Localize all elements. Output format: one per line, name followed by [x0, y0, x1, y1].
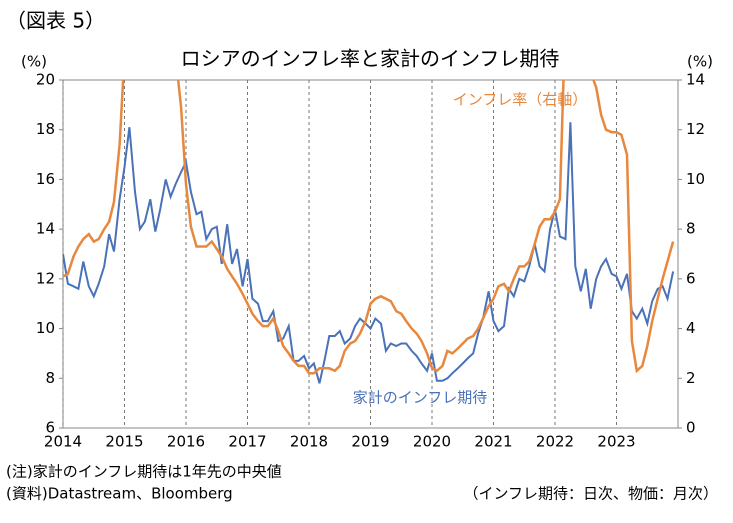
note: (注)家計のインフレ期待は1年先の中央値 [6, 463, 282, 481]
x-tick-label: 2021 [474, 433, 512, 451]
y2-unit: (%) [687, 53, 713, 71]
series-label: インフレ率（右軸） [453, 91, 588, 109]
series-line [63, 80, 675, 375]
source: (資料)Datastream、Bloomberg [6, 485, 233, 503]
y-tick-label: 14 [36, 220, 55, 238]
x-tick-label: 2019 [351, 433, 389, 451]
y-unit: (%) [21, 53, 47, 71]
y2-tick-label: 2 [686, 369, 696, 387]
figure-label: （図表 5） [6, 9, 105, 33]
series-line [63, 122, 675, 384]
y-tick-label: 20 [36, 71, 55, 89]
y2-tick-label: 12 [686, 120, 705, 138]
x-tick-label: 2023 [597, 433, 635, 451]
x-tick-label: 2022 [536, 433, 574, 451]
y2-tick-label: 6 [686, 269, 696, 287]
x-tick-label: 2017 [228, 433, 266, 451]
y-tick-label: 18 [36, 120, 55, 138]
x-tick-label: 2018 [290, 433, 328, 451]
y2-tick-label: 8 [686, 220, 696, 238]
y-tick-label: 12 [36, 269, 55, 287]
x-tick-label: 2020 [413, 433, 451, 451]
y-tick-label: 8 [45, 369, 55, 387]
y-tick-label: 10 [36, 319, 55, 337]
series-label: 家計のインフレ期待 [353, 389, 488, 407]
y2-tick-label: 0 [686, 419, 696, 437]
chart-title: ロシアのインフレ率と家計のインフレ期待 [181, 47, 560, 71]
y-tick-label: 16 [36, 170, 55, 188]
x-tick-label: 2016 [167, 433, 205, 451]
y2-tick-label: 4 [686, 319, 696, 337]
x-tick-label: 2015 [105, 433, 143, 451]
y-tick-label: 6 [45, 419, 55, 437]
y2-tick-label: 14 [686, 71, 705, 89]
y2-tick-label: 10 [686, 170, 705, 188]
x-tick-label: 2014 [44, 433, 82, 451]
frequency-note: （インフレ期待：日次、物価：月次） [463, 485, 718, 503]
